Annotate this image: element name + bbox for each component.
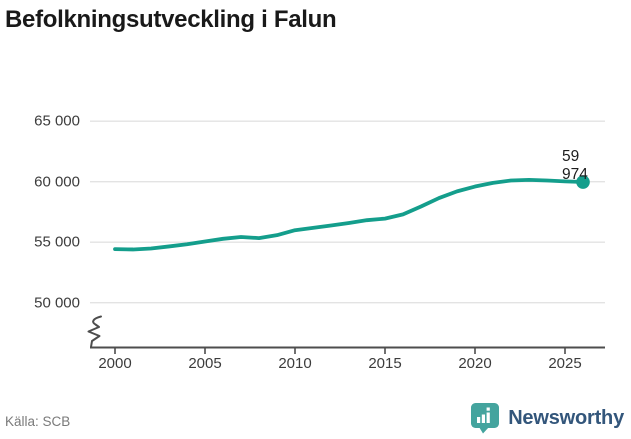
newsworthy-bubble-icon [471,403,500,434]
y-tick-label: 60 000 [34,173,80,191]
x-tick-label: 2010 [278,355,312,372]
chart-title: Befolkningsutveckling i Falun [5,6,337,33]
y-tick-label: 55 000 [34,233,80,251]
last-value-label: 59 974 [562,148,588,183]
axis-break-icon [87,315,102,348]
newsworthy-wordmark: Newsworthy [508,406,624,429]
x-tick-label: 2005 [188,355,222,372]
x-tick-label: 2020 [458,355,492,372]
newsworthy-logo[interactable]: Newsworthy [470,402,624,434]
x-tick-label: 2015 [368,355,402,372]
y-tick-label: 65 000 [34,112,80,130]
gridlines [90,120,605,304]
y-tick-label: 50 000 [34,294,80,312]
x-axis [90,346,605,354]
x-tick-label: 2025 [548,355,582,372]
x-tick-label: 2000 [98,355,132,372]
source-caption: Källa: SCB [5,414,71,429]
population-series [113,175,590,252]
